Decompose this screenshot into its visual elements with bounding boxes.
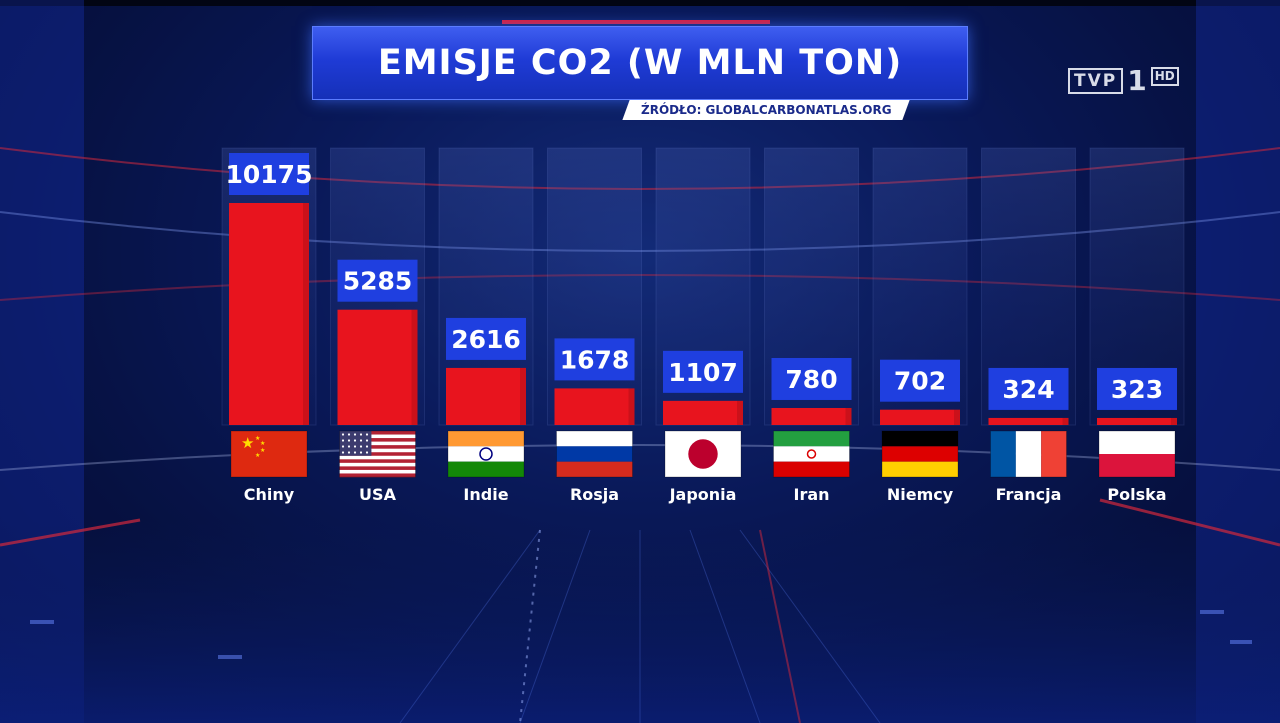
value-label: 1678 bbox=[560, 345, 630, 374]
japan-flag-icon bbox=[664, 430, 742, 478]
bar-polska bbox=[1097, 417, 1177, 425]
logo-hd: HD bbox=[1150, 67, 1179, 86]
title-accent-line bbox=[502, 20, 770, 24]
value-label: 780 bbox=[785, 365, 837, 394]
poland-flag-icon bbox=[1098, 430, 1176, 478]
svg-text:★: ★ bbox=[255, 452, 260, 459]
value-label: 10175 bbox=[226, 160, 313, 189]
value-label-box bbox=[771, 357, 852, 400]
category-label: Francja bbox=[996, 485, 1062, 504]
bar-francja bbox=[988, 417, 1069, 425]
value-label: 2616 bbox=[451, 325, 521, 354]
india-flag-icon bbox=[447, 430, 525, 478]
germany-flag-icon bbox=[881, 430, 959, 478]
value-label: 323 bbox=[1111, 375, 1163, 404]
logo-one: 1 bbox=[1127, 64, 1147, 97]
svg-text:★: ★ bbox=[255, 435, 260, 442]
tvp1-hd-logo: TVP 1 HD bbox=[1068, 66, 1192, 96]
bar-indie bbox=[446, 367, 526, 425]
bar-shade bbox=[303, 203, 309, 425]
category-label: Rosja bbox=[570, 485, 619, 504]
value-label-box bbox=[880, 359, 960, 402]
bar-rosja bbox=[554, 388, 635, 425]
france-flag-icon bbox=[990, 430, 1067, 478]
svg-text:★: ★ bbox=[260, 440, 265, 447]
value-label-box bbox=[554, 338, 635, 381]
value-label-box bbox=[663, 350, 743, 393]
iran-flag-icon bbox=[773, 430, 850, 478]
category-label: Indie bbox=[463, 485, 508, 504]
bar-shade bbox=[737, 400, 743, 425]
bar-shade bbox=[845, 407, 852, 425]
value-label: 324 bbox=[1002, 375, 1054, 404]
chart-title: EMISJE CO2 (W MLN TON) bbox=[377, 43, 903, 83]
value-label-box bbox=[988, 367, 1069, 410]
logo-tvp: TVP bbox=[1068, 68, 1124, 94]
value-label: 5285 bbox=[343, 267, 413, 296]
title-bar: EMISJE CO2 (W MLN TON) bbox=[312, 26, 968, 100]
bar-japonia bbox=[663, 400, 743, 425]
russia-flag-icon bbox=[556, 430, 633, 478]
usa-flag-icon bbox=[339, 430, 416, 478]
value-label: 702 bbox=[894, 367, 946, 396]
category-label: Niemcy bbox=[887, 485, 954, 504]
bar-iran bbox=[771, 407, 852, 425]
value-label-box bbox=[446, 317, 526, 360]
bar-shade bbox=[1171, 417, 1177, 425]
svg-text:★: ★ bbox=[260, 447, 265, 454]
category-label: Iran bbox=[793, 485, 829, 504]
svg-text:★: ★ bbox=[241, 434, 254, 452]
value-label-box bbox=[1097, 367, 1177, 410]
value-label-box bbox=[229, 153, 309, 195]
bar-shade bbox=[1062, 417, 1069, 425]
category-label: Polska bbox=[1107, 485, 1166, 504]
bar-usa bbox=[337, 309, 418, 425]
china-flag-icon: ★ ★★★★ bbox=[230, 430, 308, 478]
value-label-box bbox=[337, 259, 418, 302]
value-label: 1107 bbox=[668, 358, 738, 387]
category-label: Chiny bbox=[244, 485, 295, 504]
bar-shade bbox=[411, 309, 418, 425]
bar-shade bbox=[628, 388, 635, 425]
category-label: Japonia bbox=[669, 485, 737, 504]
bar-niemcy bbox=[880, 409, 960, 425]
bar-shade bbox=[954, 409, 960, 425]
category-label: USA bbox=[359, 485, 397, 504]
bar-shade bbox=[520, 367, 526, 425]
bar-chiny bbox=[229, 203, 309, 425]
